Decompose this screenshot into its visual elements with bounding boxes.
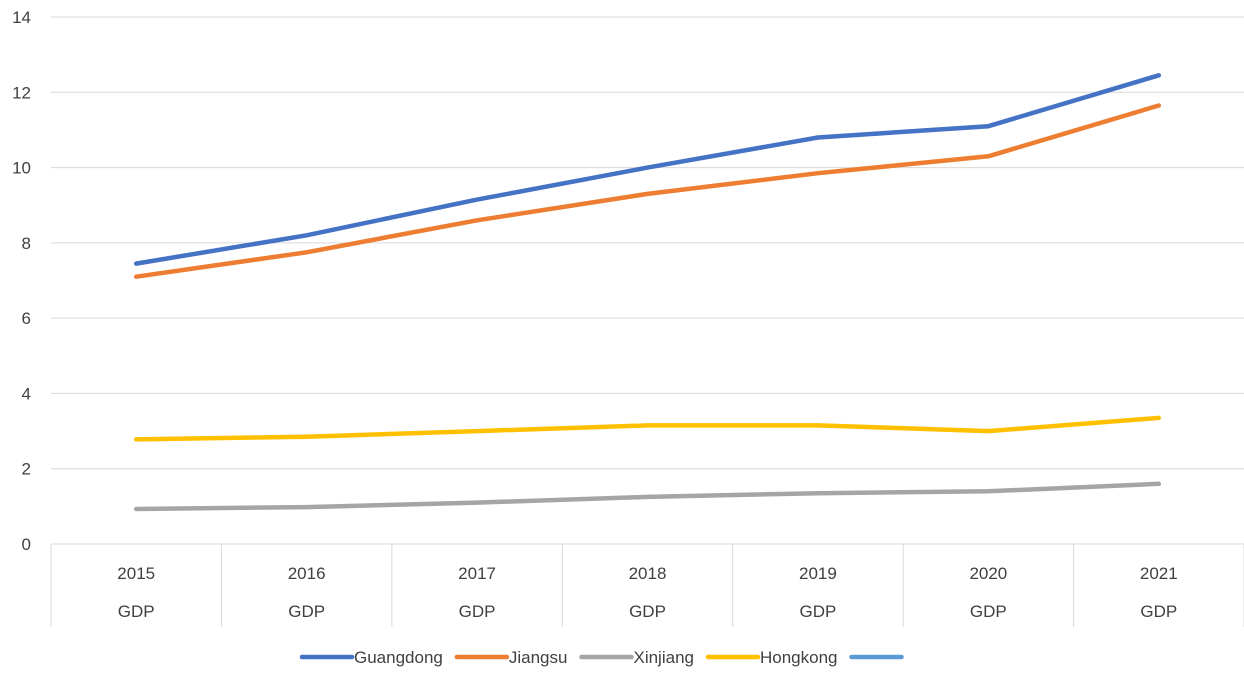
y-axis-tick-labels: 0 2 4 6 8 10 12 14: [12, 8, 31, 554]
x-tick-label: 2015: [117, 564, 155, 583]
y-tick-label: 8: [22, 234, 31, 253]
legend-label: Guangdong: [354, 648, 443, 667]
x-axis: 2015 GDP 2016 GDP 2017 GDP 2018 GDP 2019 GDP 2020 G…: [50, 543, 1244, 627]
y-tick-label: 10: [12, 159, 31, 178]
legend-label: Jiangsu: [509, 648, 568, 667]
x-tick-sublabel: GDP: [288, 602, 325, 621]
x-tick-label: 2017: [458, 564, 496, 583]
series-line-guangdong: [133, 73, 1162, 266]
y-tick-label: 0: [22, 535, 31, 554]
legend-label: Xinjiang: [633, 648, 694, 667]
gridlines: [51, 16, 1244, 470]
y-tick-label: 4: [22, 384, 31, 403]
x-tick-sublabel: GDP: [629, 602, 666, 621]
x-tick-label: 2021: [1140, 564, 1178, 583]
x-tick-sublabel: GDP: [1140, 602, 1177, 621]
x-tick-sublabel: GDP: [970, 602, 1007, 621]
x-tick-sublabel: GDP: [800, 602, 837, 621]
x-tick-label: 2016: [288, 564, 326, 583]
x-tick-label: 2018: [629, 564, 667, 583]
y-tick-label: 12: [12, 83, 31, 102]
series-line-xinjiang: [133, 481, 1162, 512]
series-lines: [133, 73, 1162, 512]
y-tick-label: 6: [22, 309, 31, 328]
legend: Guangdong Jiangsu Xinjiang Hongkong: [299, 648, 904, 667]
series-line-hongkong: [133, 415, 1162, 442]
x-tick-label: 2019: [799, 564, 837, 583]
x-tick-label: 2020: [969, 564, 1007, 583]
y-tick-label: 2: [22, 460, 31, 479]
legend-label: Hongkong: [760, 648, 838, 667]
series-line-jiangsu: [133, 103, 1162, 279]
y-tick-label: 14: [12, 8, 31, 27]
x-tick-sublabel: GDP: [459, 602, 496, 621]
x-tick-sublabel: GDP: [118, 602, 155, 621]
